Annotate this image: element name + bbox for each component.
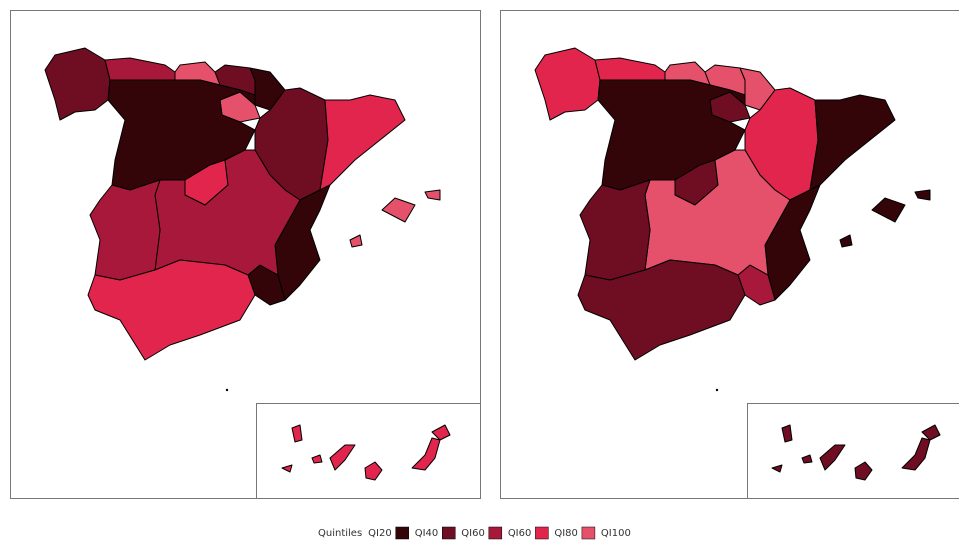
map bbox=[534, 47, 941, 481]
region bbox=[594, 57, 666, 81]
region bbox=[319, 94, 406, 191]
legend-swatch bbox=[442, 526, 456, 540]
region bbox=[579, 179, 651, 281]
legend-label: QI60 bbox=[508, 528, 532, 539]
region bbox=[281, 424, 451, 481]
inset-frame bbox=[747, 403, 959, 499]
legend-swatch bbox=[535, 526, 549, 540]
region bbox=[104, 57, 176, 81]
map bbox=[44, 47, 451, 481]
dot bbox=[225, 388, 229, 392]
dot bbox=[715, 388, 719, 392]
map-frame bbox=[10, 10, 481, 499]
legend-label: QI60 bbox=[461, 528, 485, 539]
inset-frame bbox=[256, 403, 481, 499]
legend-label: QI100 bbox=[601, 528, 631, 539]
region bbox=[771, 424, 941, 481]
region bbox=[534, 47, 601, 121]
region bbox=[839, 189, 931, 248]
legend-title: Quintiles bbox=[318, 528, 362, 539]
legend: Quintiles QI20 QI40 QI60 QI60 QI80 QI100 bbox=[318, 526, 631, 540]
map-frame bbox=[500, 10, 959, 499]
legend-label: QI20 bbox=[368, 528, 392, 539]
legend-label: QI40 bbox=[415, 528, 439, 539]
legend-label: QI80 bbox=[554, 528, 578, 539]
legend-swatch bbox=[488, 526, 503, 540]
legend-swatch bbox=[581, 526, 596, 540]
region bbox=[89, 179, 161, 281]
region bbox=[809, 94, 896, 191]
legend-swatch bbox=[395, 526, 409, 540]
region bbox=[349, 189, 441, 248]
region bbox=[44, 47, 111, 121]
